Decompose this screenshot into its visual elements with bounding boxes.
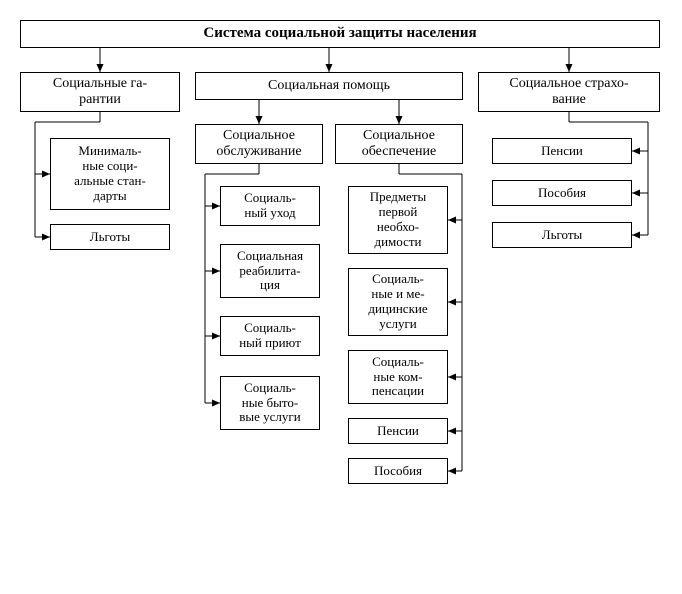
node-label: Пенсии xyxy=(377,424,419,439)
node-label: Социальноеобеспечение xyxy=(362,128,437,160)
node-p2d: Пенсии xyxy=(348,418,448,444)
node-g: Социальные га-рантии xyxy=(20,72,180,112)
node-p2b: Социаль-ные и ме-дицинскиеуслуги xyxy=(348,268,448,336)
node-s: Социальное страхо-вание xyxy=(478,72,660,112)
node-label: Льготы xyxy=(90,230,131,245)
node-label: Социаль-ные и ме-дицинскиеуслуги xyxy=(368,272,427,332)
node-label: Система социальной защиты населения xyxy=(203,25,476,42)
node-p2: Социальноеобеспечение xyxy=(335,124,463,164)
node-label: Социаль-ные ком-пенсации xyxy=(372,355,424,400)
node-label: Пособия xyxy=(374,464,422,479)
node-label: Социаль-ный приют xyxy=(239,321,301,351)
node-label: Социальные га-рантии xyxy=(53,76,147,108)
node-label: Социальное страхо-вание xyxy=(509,76,628,108)
node-p1a: Социаль-ный уход xyxy=(220,186,320,226)
node-label: Социаль-ные быто-вые услуги xyxy=(239,381,300,426)
node-p2a: Предметыпервойнеобхо-димости xyxy=(348,186,448,254)
node-label: Пособия xyxy=(538,186,586,201)
node-label: Предметыпервойнеобхо-димости xyxy=(370,190,427,250)
node-label: Социальная помощь xyxy=(268,78,390,94)
diagram-stage: Система социальной защиты населения Социа… xyxy=(0,0,682,594)
node-g1: Минималь-ные соци-альные стан-дарты xyxy=(50,138,170,210)
node-p1: Социальноеобслуживание xyxy=(195,124,323,164)
node-p1b: Социальнаяреабилита-ция xyxy=(220,244,320,298)
node-s3: Льготы xyxy=(492,222,632,248)
node-g2: Льготы xyxy=(50,224,170,250)
node-label: Социальнаяреабилита-ция xyxy=(237,249,303,294)
node-label: Социальноеобслуживание xyxy=(216,128,301,160)
node-label: Пенсии xyxy=(541,144,583,159)
node-label: Социаль-ный уход xyxy=(244,191,296,221)
node-root: Система социальной защиты населения xyxy=(20,20,660,48)
node-s2: Пособия xyxy=(492,180,632,206)
node-p1c: Социаль-ный приют xyxy=(220,316,320,356)
node-p2c: Социаль-ные ком-пенсации xyxy=(348,350,448,404)
node-s1: Пенсии xyxy=(492,138,632,164)
node-label: Минималь-ные соци-альные стан-дарты xyxy=(74,144,146,204)
node-label: Льготы xyxy=(542,228,583,243)
node-p1d: Социаль-ные быто-вые услуги xyxy=(220,376,320,430)
node-p2e: Пособия xyxy=(348,458,448,484)
node-p: Социальная помощь xyxy=(195,72,463,100)
